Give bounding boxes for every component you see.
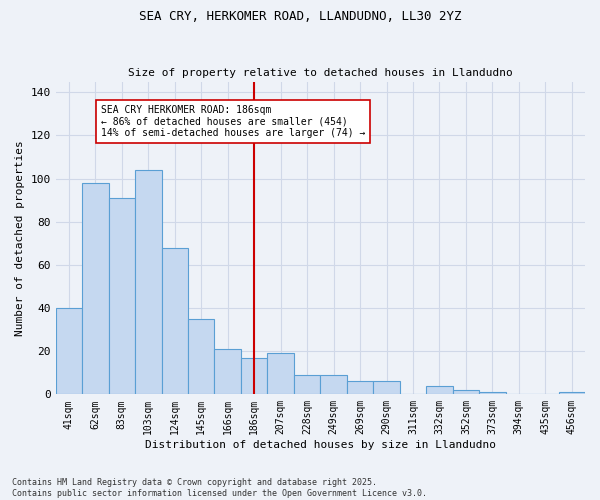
Bar [320, 375, 347, 394]
Bar [241, 358, 268, 395]
Bar [82, 183, 109, 394]
Bar [268, 354, 294, 395]
Bar [56, 308, 82, 394]
X-axis label: Distribution of detached houses by size in Llandudno: Distribution of detached houses by size … [145, 440, 496, 450]
Title: Size of property relative to detached houses in Llandudno: Size of property relative to detached ho… [128, 68, 513, 78]
Bar [109, 198, 135, 394]
Bar [426, 386, 452, 394]
Bar [135, 170, 161, 394]
Bar [559, 392, 585, 394]
Bar [479, 392, 506, 394]
Bar [452, 390, 479, 394]
Bar [347, 382, 373, 394]
Bar [188, 319, 214, 394]
Bar [373, 382, 400, 394]
Text: SEA CRY, HERKOMER ROAD, LLANDUDNO, LL30 2YZ: SEA CRY, HERKOMER ROAD, LLANDUDNO, LL30 … [139, 10, 461, 23]
Bar [214, 349, 241, 395]
Bar [294, 375, 320, 394]
Y-axis label: Number of detached properties: Number of detached properties [15, 140, 25, 336]
Text: Contains HM Land Registry data © Crown copyright and database right 2025.
Contai: Contains HM Land Registry data © Crown c… [12, 478, 427, 498]
Text: SEA CRY HERKOMER ROAD: 186sqm
← 86% of detached houses are smaller (454)
14% of : SEA CRY HERKOMER ROAD: 186sqm ← 86% of d… [101, 106, 365, 138]
Bar [161, 248, 188, 394]
